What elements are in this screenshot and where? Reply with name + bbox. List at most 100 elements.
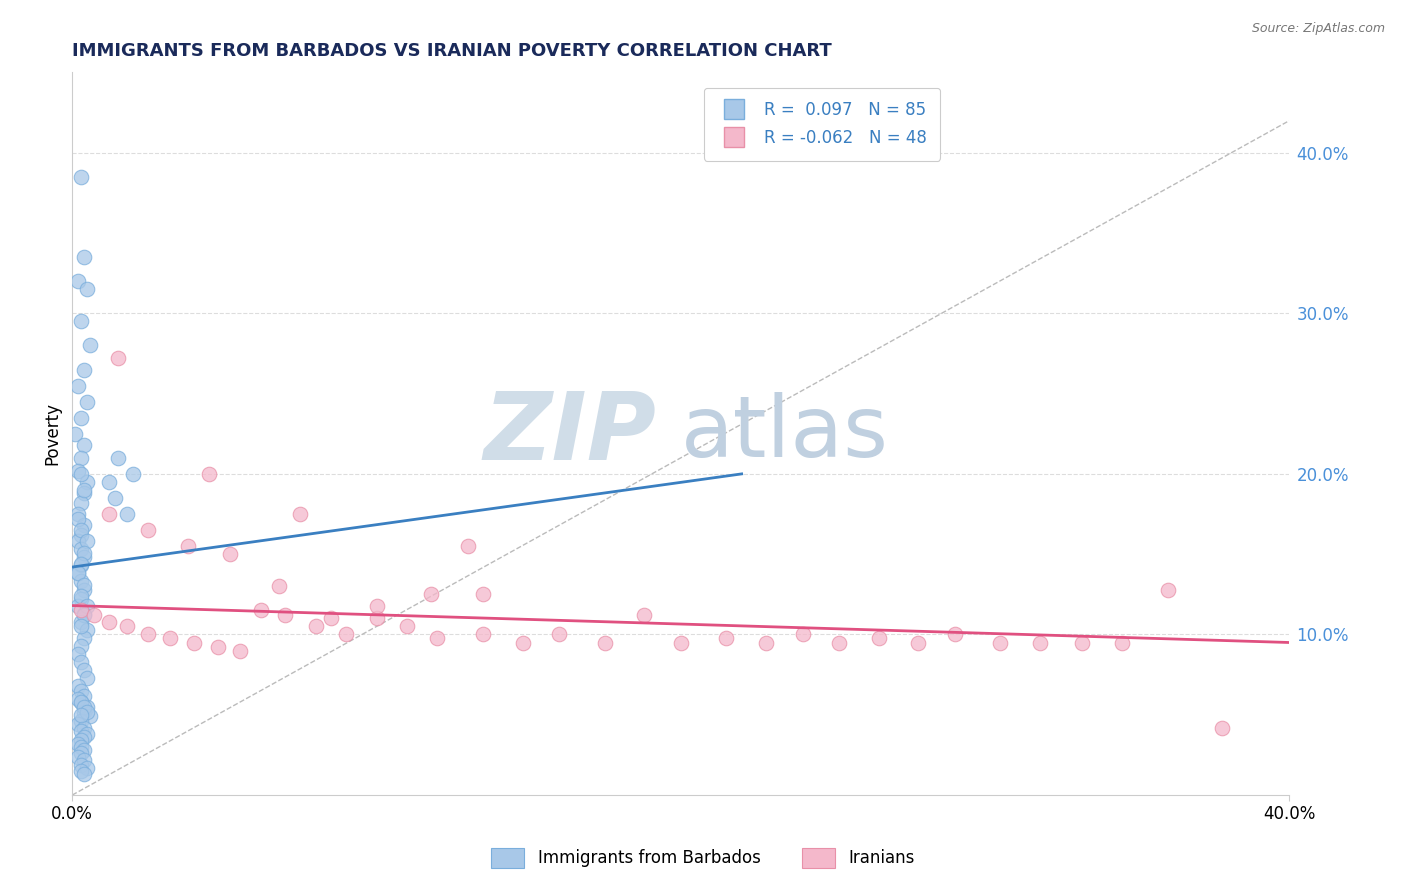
Point	[274, 608, 297, 623]
Point	[76, 671, 98, 685]
Point	[70, 467, 93, 481]
Point	[107, 351, 129, 366]
Point	[395, 619, 418, 633]
Point	[73, 438, 96, 452]
Text: atlas: atlas	[681, 392, 889, 475]
Point	[73, 767, 96, 781]
Point	[115, 507, 138, 521]
Point	[159, 631, 181, 645]
Point	[198, 467, 221, 481]
Point	[70, 603, 93, 617]
Point	[907, 635, 929, 649]
Point	[1029, 635, 1052, 649]
Point	[366, 599, 388, 613]
Point	[73, 663, 96, 677]
Point	[70, 707, 93, 722]
Point	[73, 518, 96, 533]
Point	[76, 727, 98, 741]
Point	[70, 169, 93, 184]
Point	[716, 631, 738, 645]
Point	[76, 475, 98, 489]
Point	[1211, 721, 1233, 735]
Point	[67, 599, 90, 613]
Point	[1071, 635, 1094, 649]
Point	[73, 743, 96, 757]
Point	[67, 566, 90, 581]
Point	[73, 362, 96, 376]
Point	[107, 450, 129, 465]
Point	[70, 757, 93, 772]
Point	[76, 394, 98, 409]
Point	[73, 250, 96, 264]
Point	[97, 615, 120, 629]
Point	[73, 731, 96, 745]
Point	[76, 282, 98, 296]
Point	[420, 587, 443, 601]
Point	[183, 635, 205, 649]
Point	[70, 574, 93, 589]
Point	[73, 607, 96, 621]
Y-axis label: Poverty: Poverty	[44, 402, 60, 466]
Point	[67, 512, 90, 526]
Point	[792, 627, 814, 641]
Point	[70, 683, 93, 698]
Point	[319, 611, 342, 625]
Point	[73, 545, 96, 559]
Text: ZIP: ZIP	[484, 388, 657, 480]
Point	[70, 592, 93, 607]
Point	[207, 640, 229, 655]
Point	[73, 582, 96, 597]
Point	[67, 647, 90, 661]
Point	[70, 747, 93, 761]
Point	[70, 523, 93, 537]
Point	[83, 608, 105, 623]
Point	[177, 539, 200, 553]
Point	[70, 558, 93, 573]
Point	[472, 587, 495, 601]
Point	[305, 619, 328, 633]
Point	[73, 631, 96, 645]
Point	[73, 753, 96, 767]
Point	[76, 705, 98, 719]
Point	[70, 450, 93, 465]
Point	[136, 627, 159, 641]
Point	[1111, 635, 1133, 649]
Point	[70, 723, 93, 738]
Point	[79, 709, 101, 723]
Point	[943, 627, 966, 641]
Point	[97, 475, 120, 489]
Point	[988, 635, 1011, 649]
Point	[269, 579, 291, 593]
Point	[70, 764, 93, 778]
Point	[67, 464, 90, 478]
Point	[73, 689, 96, 703]
Point	[115, 619, 138, 633]
Point	[669, 635, 692, 649]
Point	[67, 737, 90, 751]
Point	[70, 615, 93, 629]
Point	[67, 749, 90, 764]
Text: Source: ZipAtlas.com: Source: ZipAtlas.com	[1251, 22, 1385, 36]
Point	[70, 589, 93, 603]
Point	[250, 603, 273, 617]
Point	[70, 557, 93, 571]
Point	[67, 534, 90, 549]
Point	[97, 507, 120, 521]
Point	[70, 639, 93, 653]
Point	[73, 608, 96, 623]
Point	[73, 705, 96, 719]
Point	[76, 534, 98, 549]
Point	[73, 699, 96, 714]
Point	[366, 611, 388, 625]
Point	[70, 314, 93, 328]
Point	[73, 721, 96, 735]
Point	[70, 619, 93, 633]
Point	[70, 695, 93, 709]
Point	[70, 655, 93, 669]
Point	[79, 338, 101, 352]
Point	[76, 699, 98, 714]
Point	[1156, 582, 1178, 597]
Point	[76, 623, 98, 637]
Point	[70, 542, 93, 557]
Point	[828, 635, 851, 649]
